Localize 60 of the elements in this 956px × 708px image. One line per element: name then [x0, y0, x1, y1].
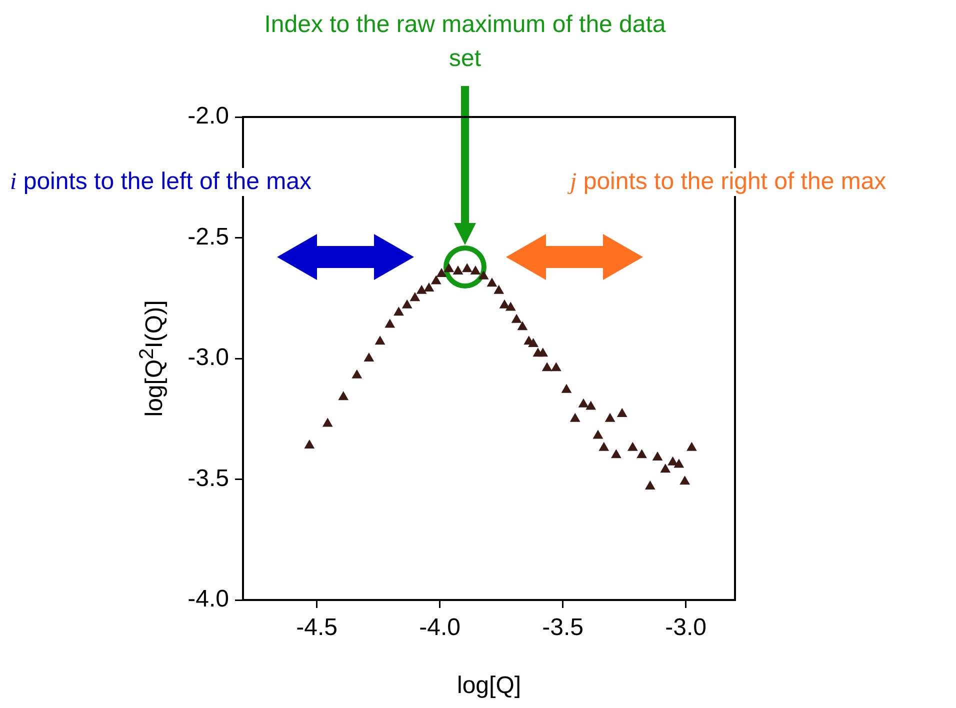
y-tick-label: -3.0 [188, 344, 229, 372]
point [645, 480, 655, 490]
point [487, 278, 497, 287]
point [436, 268, 446, 277]
point [542, 362, 552, 372]
point [364, 353, 374, 362]
point [444, 264, 454, 272]
x-tick-label: -4.5 [296, 614, 338, 642]
point [518, 322, 528, 330]
point [593, 430, 603, 439]
x-tick-label: -3.0 [665, 614, 706, 642]
point [605, 413, 615, 422]
y-tick-label: -3.5 [188, 464, 229, 492]
point [674, 459, 684, 468]
point [478, 270, 488, 280]
point [562, 384, 572, 393]
point [578, 398, 588, 408]
point [570, 413, 580, 422]
point [686, 442, 697, 451]
point [394, 307, 404, 316]
y-tick-label: -4.0 [188, 586, 229, 613]
point [628, 442, 638, 451]
annotation: j points to the right of the max [570, 168, 886, 196]
point [304, 440, 314, 448]
point [611, 450, 622, 458]
point [410, 292, 420, 302]
y-tick-label: -2.5 [188, 223, 229, 250]
point [322, 418, 332, 427]
point [680, 476, 690, 485]
point [338, 392, 348, 400]
point [599, 442, 609, 451]
point [586, 401, 596, 410]
point [617, 408, 627, 418]
point [538, 348, 548, 357]
point [462, 264, 472, 272]
point [402, 300, 412, 308]
point [494, 285, 504, 294]
text: Index to the raw maximum of the data set [263, 10, 667, 74]
point [352, 370, 362, 378]
point [506, 302, 516, 311]
y-tick-label: -2.0 [188, 102, 229, 130]
point [385, 319, 395, 328]
x-tick-label: -4.0 [419, 614, 460, 642]
point [500, 300, 510, 308]
point [375, 336, 385, 345]
point [453, 266, 463, 275]
point [431, 276, 441, 284]
point [512, 314, 522, 323]
point [652, 452, 662, 461]
point [636, 450, 647, 458]
x-tick-label: -3.5 [542, 614, 584, 642]
x-axis-title: log[Q] [457, 672, 522, 700]
point [660, 464, 670, 473]
point [528, 338, 538, 348]
point [416, 285, 426, 294]
point [470, 266, 480, 275]
annotation: i points to the left of the max [10, 168, 312, 196]
point [668, 456, 678, 466]
point [424, 282, 434, 292]
point [551, 362, 561, 372]
